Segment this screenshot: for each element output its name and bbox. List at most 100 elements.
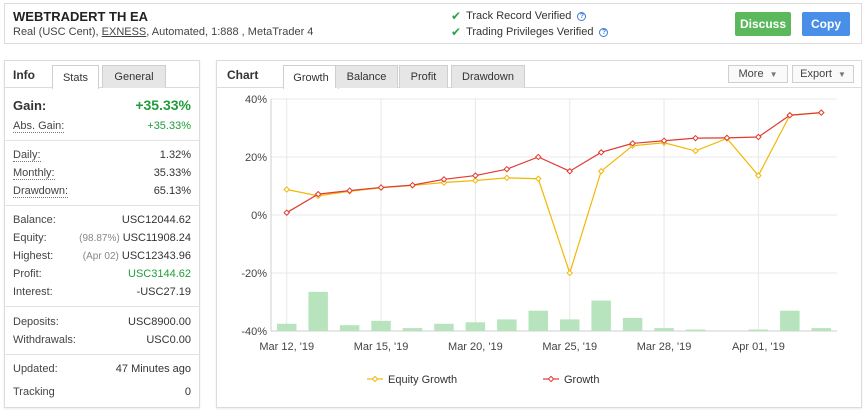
balance-label: Balance: (13, 214, 56, 226)
highest-row: Highest: (Apr 02) USC12343.96 (13, 248, 191, 264)
bar (308, 291, 328, 331)
bar (465, 322, 486, 331)
series-point (534, 153, 542, 161)
chevron-down-icon: ▼ (769, 69, 778, 79)
interest-value: -USC27.19 (136, 286, 191, 298)
track-record-label: Track Record Verified (466, 10, 572, 22)
x-tick-label: Mar 28, '19 (637, 341, 692, 353)
updated-row: Updated: 47 Minutes ago (13, 361, 191, 377)
deposits-label: Deposits: (13, 316, 59, 328)
equity-label: Equity: (13, 232, 47, 244)
x-tick-label: Mar 12, '19 (259, 341, 314, 353)
series-point (377, 184, 385, 191)
bar (780, 310, 800, 331)
withdrawals-label: Withdrawals: (13, 334, 76, 346)
chart-lines (283, 109, 825, 277)
help-icon[interactable]: ? (577, 11, 587, 21)
deposits-row: Deposits: USC8900.00 (13, 314, 191, 330)
export-dropdown[interactable]: Export ▼ (792, 65, 854, 83)
series-point (534, 175, 542, 183)
growth-chart[interactable]: 40%20%0%-20%-40% Mar 12, '19 Mar 15, '19 M… (217, 89, 861, 407)
series-point (503, 165, 511, 173)
series-point (283, 209, 291, 216)
chart-title: Chart (227, 68, 259, 82)
series-point (566, 269, 574, 277)
more-dropdown[interactable]: More ▼ (728, 65, 788, 83)
drawdown-row: Drawdown: 65.13% (13, 183, 191, 199)
drawdown-label[interactable]: Drawdown: (13, 184, 69, 198)
abs-gain-row: Abs. Gain: +35.33% (13, 118, 191, 134)
copy-button[interactable]: Copy (802, 12, 850, 36)
more-label: More (738, 68, 764, 80)
x-axis: Mar 12, '19 Mar 15, '19 Mar 20, '19 Mar 25,… (259, 341, 784, 353)
tracking-value: 0 (184, 386, 191, 398)
broker-link[interactable]: EXNESS (101, 26, 147, 38)
y-tick-label: -20% (241, 268, 267, 280)
series-point (283, 186, 291, 193)
bar (434, 323, 454, 331)
bar (402, 328, 423, 331)
trading-privileges-verified: ✔ Trading Privileges Verified ? (451, 25, 609, 39)
discuss-button[interactable]: Discuss (735, 12, 791, 36)
help-icon[interactable]: ? (599, 27, 609, 37)
info-panel: Info Stats General Gain: +35.33% Abs. Ga… (4, 60, 200, 408)
bar (685, 329, 706, 331)
interest-row: Interest: -USC27.19 (13, 284, 191, 300)
bar (748, 329, 769, 331)
tracking-label: Tracking (13, 386, 55, 398)
account-type: Real (USC Cent), (13, 26, 102, 38)
chart-legend: Equity Growth Growth (367, 374, 599, 386)
account-subtitle: Real (USC Cent), EXNESS, Automated, 1:88… (13, 26, 313, 38)
y-tick-label: 20% (245, 152, 267, 164)
tab-general[interactable]: General (102, 65, 166, 88)
x-tick-label: Mar 20, '19 (448, 341, 503, 353)
daily-label[interactable]: Daily: (13, 148, 41, 162)
x-tick-label: Mar 25, '19 (542, 341, 597, 353)
highest-date: (Apr 02) (82, 251, 119, 262)
chart-bars (276, 291, 832, 331)
series-point (755, 133, 762, 141)
legend-marker (371, 375, 379, 383)
divider (5, 205, 199, 206)
tab-drawdown[interactable]: Drawdown (451, 65, 525, 88)
checkmark-icon: ✔ (451, 9, 462, 23)
account-title: WEBTRADERT TH EA (13, 9, 149, 24)
tab-profit[interactable]: Profit (399, 65, 448, 88)
tab-growth[interactable]: Growth (283, 65, 339, 89)
series-point (503, 174, 511, 182)
equity-row: Equity: (98.87%) USC11908.24 (13, 230, 191, 246)
chart-panel: Chart Growth Balance Profit Drawdown Mor… (216, 60, 862, 408)
bar (559, 319, 580, 331)
tab-balance[interactable]: Balance (335, 65, 398, 88)
series-point (597, 149, 605, 156)
trading-privileges-label: Trading Privileges Verified (466, 26, 594, 38)
chart-grid (270, 98, 837, 332)
info-title: Info (13, 68, 35, 82)
tab-stats[interactable]: Stats (52, 65, 99, 89)
x-tick-label: Mar 15, '19 (354, 341, 409, 353)
series-point (346, 187, 353, 194)
profit-row: Profit: USC3144.62 (13, 266, 191, 282)
abs-gain-label[interactable]: Abs. Gain: (13, 119, 65, 133)
balance-value: USC12044.62 (121, 214, 191, 226)
series-point (755, 172, 762, 179)
series-point (817, 109, 825, 116)
equity-percent: (98.87%) (79, 233, 120, 244)
gain-label: Gain: (13, 97, 47, 113)
series-point (472, 177, 479, 184)
series-point (314, 190, 322, 198)
series-point (566, 167, 574, 175)
withdrawals-row: Withdrawals: USC0.00 (13, 332, 191, 348)
bar (622, 317, 643, 331)
bar (276, 323, 297, 331)
divider (5, 140, 199, 141)
highest-value: USC12343.96 (121, 250, 191, 262)
divider (5, 354, 199, 355)
monthly-row: Monthly: 35.33% (13, 165, 191, 181)
series-point (629, 140, 636, 147)
chart-tabs: Chart Growth Balance Profit Drawdown Mor… (217, 61, 861, 89)
bar (371, 320, 391, 331)
y-tick-label: -40% (241, 326, 267, 338)
series-line (286, 112, 822, 214)
monthly-label[interactable]: Monthly: (13, 166, 55, 180)
